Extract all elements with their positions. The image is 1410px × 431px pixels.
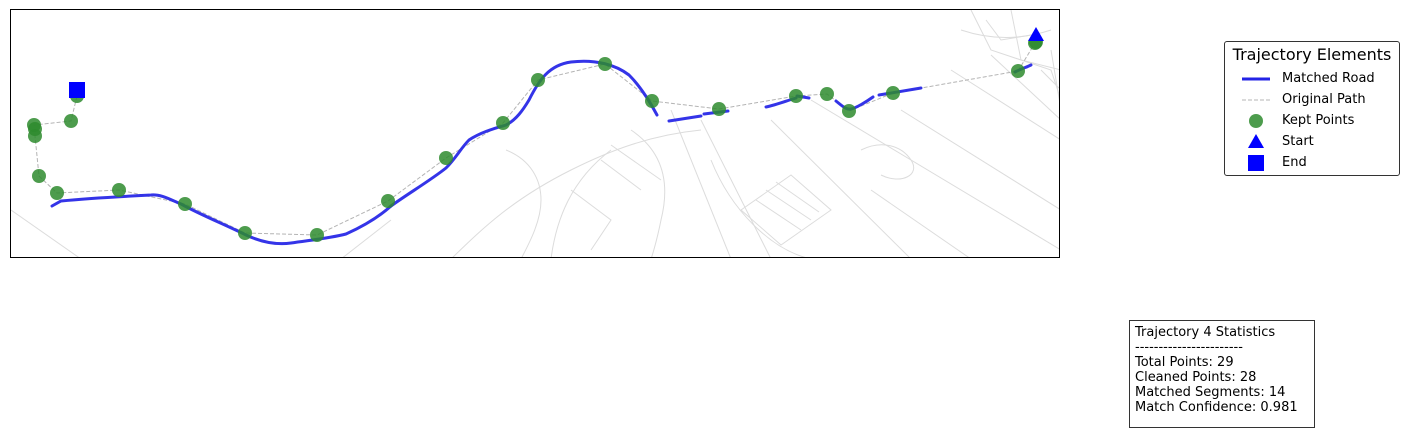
legend-title: Trajectory Elements	[1232, 45, 1392, 64]
blue-triangle-icon	[1248, 134, 1264, 148]
legend-label: End	[1282, 155, 1307, 170]
blue-square-icon	[1248, 155, 1264, 171]
stats-total-points: Total Points: 29	[1135, 355, 1234, 370]
legend: Trajectory Elements Matched Road Origina…	[1224, 41, 1400, 176]
road-segment	[630, 129, 666, 257]
road-segment	[990, 54, 1059, 119]
road-segment	[452, 129, 702, 257]
road-segment	[342, 219, 392, 257]
kept-point	[820, 87, 834, 101]
kept-point	[531, 73, 545, 87]
road-segment	[1040, 49, 1059, 102]
road-segment	[900, 109, 1059, 210]
kept-point	[645, 94, 659, 108]
kept-point	[64, 114, 78, 128]
road-segment	[960, 29, 1052, 38]
kept-point	[238, 226, 252, 240]
legend-item-kept-points: Kept Points	[1225, 111, 1399, 131]
map-panel	[10, 9, 1060, 258]
stats-divider: -----------------------	[1135, 340, 1243, 355]
road-segment	[505, 149, 542, 257]
matched-road-segment	[50, 193, 393, 246]
stats-title: Trajectory 4 Statistics	[1135, 325, 1276, 340]
legend-item-end: End	[1225, 153, 1399, 173]
legend-label: Kept Points	[1282, 113, 1355, 128]
road-segment	[740, 174, 832, 246]
trajectory-map	[11, 10, 1059, 257]
kept-point	[712, 102, 726, 116]
road-segment	[860, 144, 914, 180]
kept-point	[789, 89, 803, 103]
road-segment	[950, 69, 1059, 140]
road-segment	[985, 19, 1032, 41]
kept-point	[27, 118, 41, 132]
kept-point	[598, 57, 612, 71]
road-segment	[970, 10, 1059, 96]
kept-point	[310, 228, 324, 242]
legend-item-start: Start	[1225, 132, 1399, 152]
road-segment	[11, 209, 80, 257]
road-segment	[570, 189, 612, 251]
road-segment	[710, 159, 806, 257]
legend-label: Matched Road	[1282, 71, 1375, 86]
start-end-markers	[69, 27, 1044, 98]
kept-point	[439, 151, 453, 165]
gray-dashed-line-icon	[1242, 99, 1270, 101]
road-segment	[870, 189, 969, 257]
end-marker	[69, 82, 85, 98]
kept-point	[32, 169, 46, 183]
kept-point	[178, 197, 192, 211]
kept-point	[842, 104, 856, 118]
legend-label: Original Path	[1282, 92, 1366, 107]
stats-match-confidence: Match Confidence: 0.981	[1135, 400, 1298, 415]
start-marker	[1028, 27, 1044, 41]
road-segment	[755, 181, 820, 231]
kept-point	[886, 86, 900, 100]
legend-item-matched-road: Matched Road	[1225, 69, 1399, 89]
matched-road-segment	[389, 59, 659, 208]
kept-points-layer	[27, 35, 1043, 242]
road-segment	[810, 99, 1059, 250]
road-segment	[550, 149, 612, 257]
legend-item-original-path: Original Path	[1225, 90, 1399, 110]
statistics-box: Trajectory 4 Statistics ----------------…	[1129, 320, 1315, 428]
matched-road-layer	[50, 59, 1033, 246]
road-segment	[600, 144, 662, 191]
kept-point	[381, 194, 395, 208]
blue-line-icon	[1242, 77, 1270, 81]
road-network	[11, 10, 1059, 257]
road-segment	[770, 119, 910, 257]
green-circle-icon	[1249, 114, 1263, 128]
stats-matched-segments: Matched Segments: 14	[1135, 385, 1286, 400]
kept-point	[50, 186, 64, 200]
road-segment	[1010, 10, 1059, 71]
kept-point	[496, 116, 510, 130]
matched-road-segment	[877, 86, 923, 97]
kept-point	[112, 183, 126, 197]
road-segment	[670, 109, 731, 257]
road-segment	[700, 119, 771, 257]
kept-point	[1011, 64, 1025, 78]
stats-cleaned-points: Cleaned Points: 28	[1135, 370, 1257, 385]
matched-road-segment	[667, 114, 703, 123]
legend-label: Start	[1282, 134, 1314, 149]
